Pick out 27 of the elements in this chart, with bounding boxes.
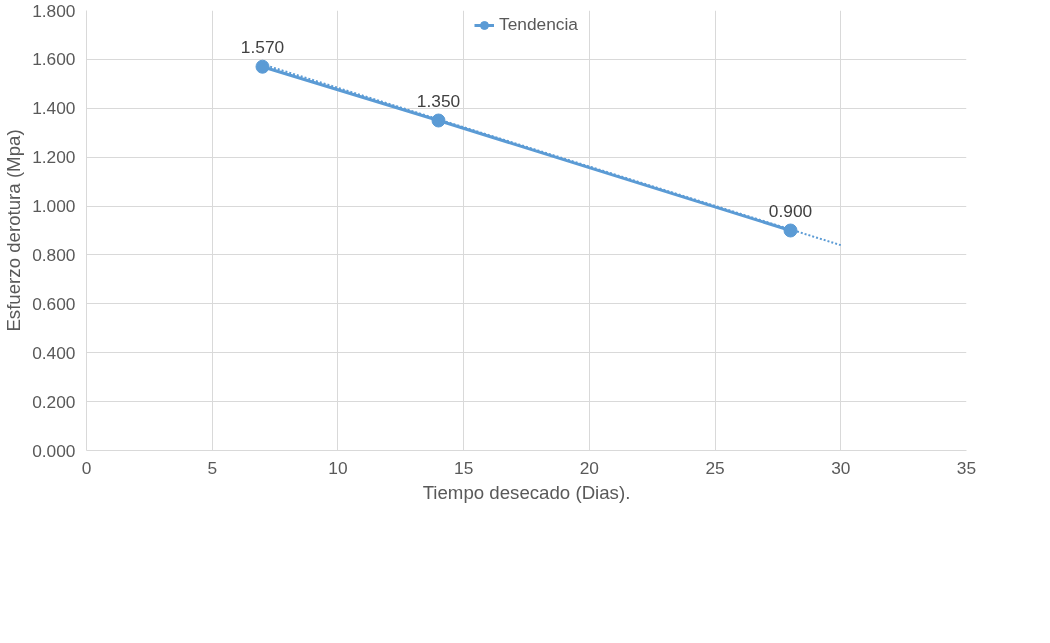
y-tick-label: 0.000 — [32, 440, 76, 461]
y-tick-label: 1.800 — [32, 0, 76, 21]
y-tick-label: 0.200 — [32, 391, 76, 412]
x-axis-title: Tiempo desecado (Dias). — [422, 481, 631, 503]
x-tick-label: 0 — [81, 457, 92, 478]
y-tick-label: 1.000 — [32, 196, 76, 217]
x-tick-label: 5 — [207, 457, 218, 478]
x-tick-label: 35 — [956, 457, 977, 478]
y-tick-label: 0.800 — [32, 244, 76, 265]
x-tick-label: 25 — [705, 457, 725, 478]
y-tick-label: 1.600 — [32, 49, 76, 70]
legend-label: Tendencia — [498, 14, 579, 35]
point — [783, 223, 798, 238]
x-tick-label: 30 — [831, 457, 851, 478]
data-label: 1.570 — [240, 36, 285, 57]
y-tick-label: 1.200 — [32, 147, 76, 168]
y-tick-label: 0.400 — [32, 342, 76, 363]
x-tick-label: 10 — [328, 457, 348, 478]
y-tick-label: 0.600 — [32, 293, 76, 314]
point — [431, 113, 446, 128]
data-label: 0.900 — [768, 200, 813, 221]
x-tick-label: 15 — [454, 457, 474, 478]
data-label: 1.350 — [416, 90, 461, 111]
y-tick-label: 1.400 — [32, 98, 76, 119]
x-tick-label: 20 — [579, 457, 599, 478]
y-axis-title: Esfuerzo derotura (Mpa) — [3, 129, 25, 332]
point — [255, 59, 270, 74]
